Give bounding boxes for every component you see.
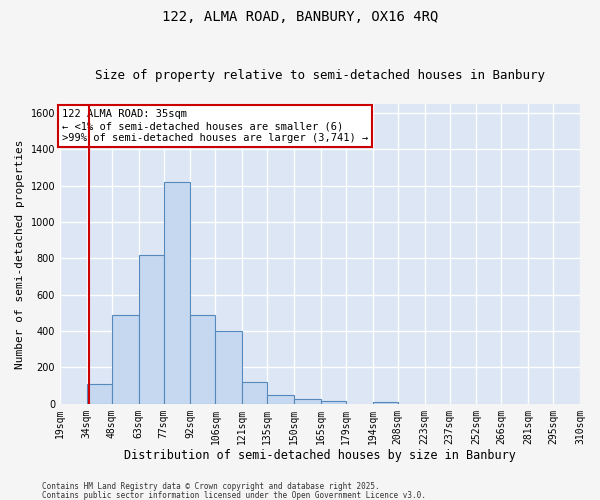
Text: Contains public sector information licensed under the Open Government Licence v3: Contains public sector information licen…	[42, 490, 426, 500]
X-axis label: Distribution of semi-detached houses by size in Banbury: Distribution of semi-detached houses by …	[124, 450, 516, 462]
Bar	[215, 331, 242, 404]
Bar	[112, 315, 139, 404]
Y-axis label: Number of semi-detached properties: Number of semi-detached properties	[15, 139, 25, 368]
Bar	[268, 394, 294, 404]
Bar	[139, 255, 164, 404]
Text: Contains HM Land Registry data © Crown copyright and database right 2025.: Contains HM Land Registry data © Crown c…	[42, 482, 380, 491]
Bar	[190, 315, 215, 404]
Bar	[294, 400, 321, 404]
Title: Size of property relative to semi-detached houses in Banbury: Size of property relative to semi-detach…	[95, 69, 545, 82]
Bar	[164, 182, 190, 404]
Text: 122, ALMA ROAD, BANBURY, OX16 4RQ: 122, ALMA ROAD, BANBURY, OX16 4RQ	[162, 10, 438, 24]
Bar	[373, 402, 398, 404]
Bar	[321, 401, 346, 404]
Bar	[242, 382, 268, 404]
Text: 122 ALMA ROAD: 35sqm
← <1% of semi-detached houses are smaller (6)
>99% of semi-: 122 ALMA ROAD: 35sqm ← <1% of semi-detac…	[62, 110, 368, 142]
Bar	[87, 384, 112, 404]
